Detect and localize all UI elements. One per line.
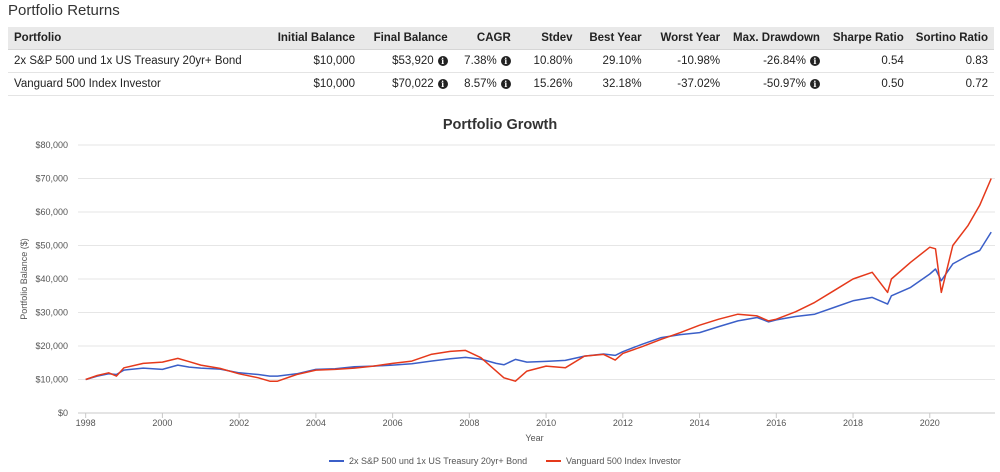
cell-max-drawdown: -50.97% i — [726, 72, 826, 96]
cell-sortino-ratio: 0.72 — [909, 72, 994, 96]
cell-portfolio: Vanguard 500 Index Investor — [8, 72, 267, 96]
cagr-value: 7.38% — [464, 54, 497, 67]
max-drawdown-value: -50.97% — [763, 77, 806, 90]
cell-final-balance: $53,920 i — [361, 49, 454, 73]
info-circle-icon[interactable]: i — [437, 78, 448, 89]
legend-label-2: Vanguard 500 Index Investor — [566, 456, 681, 466]
cell-worst-year: -37.02% — [647, 72, 727, 96]
cell-final-balance: $70,022 i — [361, 72, 454, 96]
cell-best-year: 32.18% — [578, 72, 648, 96]
x-tick-label: 2010 — [536, 418, 556, 428]
max-drawdown-value: -26.84% — [763, 54, 806, 67]
legend-label-1: 2x S&P 500 und 1x US Treasury 20yr+ Bond — [349, 456, 527, 466]
final-balance-value: $70,022 — [392, 77, 434, 90]
y-tick-label: $70,000 — [35, 174, 68, 184]
header-portfolio[interactable]: Portfolio — [8, 27, 267, 50]
cell-best-year: 29.10% — [578, 49, 648, 73]
info-circle-icon[interactable]: i — [437, 55, 448, 66]
header-initial-balance[interactable]: Initial Balance — [266, 27, 362, 50]
cell-initial-balance: $10,000 — [266, 72, 362, 96]
info-circle-icon[interactable]: i — [809, 55, 820, 66]
final-balance-value: $53,920 — [392, 54, 434, 67]
x-axis-label: Year — [525, 433, 543, 443]
cell-stdev: 10.80% — [516, 49, 579, 73]
x-tick-label: 2020 — [920, 418, 940, 428]
y-tick-label: $0 — [58, 408, 68, 418]
y-axis-label: Portfolio Balance ($) — [19, 238, 29, 320]
header-sortino-ratio[interactable]: Sortino Ratio — [909, 27, 994, 50]
portfolio-returns-table: Portfolio Initial Balance Final Balance … — [8, 27, 994, 96]
table-header-row: Portfolio Initial Balance Final Balance … — [8, 27, 994, 50]
header-sharpe-ratio[interactable]: Sharpe Ratio — [825, 27, 910, 50]
x-tick-label: 2018 — [843, 418, 863, 428]
cell-cagr: 8.57% i — [453, 72, 517, 96]
cell-portfolio: 2x S&P 500 und 1x US Treasury 20yr+ Bond — [8, 49, 267, 73]
y-tick-label: $40,000 — [35, 274, 68, 284]
table-row: 2x S&P 500 und 1x US Treasury 20yr+ Bond… — [8, 49, 994, 73]
x-tick-label: 2008 — [459, 418, 479, 428]
x-tick-label: 2014 — [690, 418, 710, 428]
series-line-1 — [85, 231, 992, 381]
y-tick-label: $60,000 — [35, 207, 68, 217]
x-tick-label: 2000 — [152, 418, 172, 428]
cagr-value: 8.57% — [464, 77, 497, 90]
series-line-2 — [85, 178, 992, 382]
header-best-year[interactable]: Best Year — [578, 27, 648, 50]
cell-max-drawdown: -26.84% i — [726, 49, 826, 73]
info-circle-icon[interactable]: i — [809, 78, 820, 89]
chart-title: Portfolio Growth — [442, 117, 558, 133]
y-tick-label: $20,000 — [35, 341, 68, 351]
cell-sharpe-ratio: 0.54 — [825, 49, 910, 73]
x-tick-label: 2006 — [383, 418, 403, 428]
x-tick-label: 2002 — [229, 418, 249, 428]
section-title: Portfolio Returns — [8, 2, 120, 19]
y-tick-label: $10,000 — [35, 375, 68, 385]
cell-sharpe-ratio: 0.50 — [825, 72, 910, 96]
cell-initial-balance: $10,000 — [266, 49, 362, 73]
cell-sortino-ratio: 0.83 — [909, 49, 994, 73]
cell-cagr: 7.38% i — [453, 49, 517, 73]
info-circle-icon[interactable]: i — [500, 78, 511, 89]
header-cagr[interactable]: CAGR — [453, 27, 517, 50]
cell-stdev: 15.26% — [516, 72, 579, 96]
y-tick-label: $80,000 — [35, 140, 68, 150]
x-tick-label: 1998 — [76, 418, 96, 428]
header-worst-year[interactable]: Worst Year — [647, 27, 727, 50]
cell-worst-year: -10.98% — [647, 49, 727, 73]
y-tick-label: $50,000 — [35, 241, 68, 251]
table-row: Vanguard 500 Index Investor $10,000 $70,… — [8, 72, 994, 96]
x-tick-label: 2016 — [766, 418, 786, 428]
header-stdev[interactable]: Stdev — [516, 27, 579, 50]
x-tick-label: 2012 — [613, 418, 633, 428]
y-tick-label: $30,000 — [35, 308, 68, 318]
x-tick-label: 2004 — [306, 418, 326, 428]
header-final-balance[interactable]: Final Balance — [361, 27, 454, 50]
info-circle-icon[interactable]: i — [500, 55, 511, 66]
header-max-drawdown[interactable]: Max. Drawdown — [726, 27, 826, 50]
